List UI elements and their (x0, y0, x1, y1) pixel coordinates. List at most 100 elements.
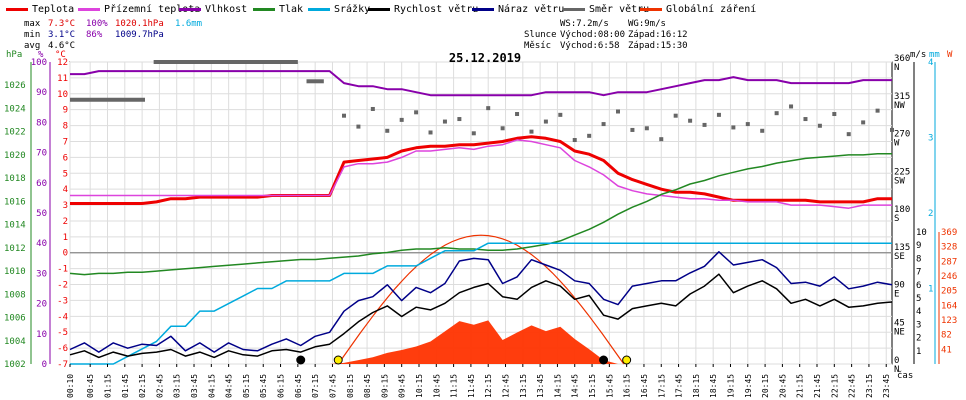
wind-direction-tick-label: 180 (894, 205, 910, 215)
x-axis-title: čas (897, 370, 913, 381)
wind-speed-tick-label: 2 (916, 334, 921, 344)
stat-max-hum: 100% (86, 19, 108, 29)
wind-direction-point (414, 110, 419, 115)
humidity-tick-label: 20 (36, 300, 47, 310)
legend-item: Srážky (308, 2, 370, 16)
series-line-rychlost-v-tru (69, 273, 893, 359)
legend-label: Směr větru (589, 3, 650, 15)
x-tick-label: 12:45 (502, 374, 511, 398)
humidity-tick-label: 50 (36, 209, 47, 219)
temperature-tick-label: 7 (63, 137, 68, 147)
temperature-tick-label: -3 (57, 296, 68, 306)
wind-direction-point (644, 126, 649, 131)
wind-direction-point (702, 122, 707, 127)
rain-tick-label: 1 (928, 285, 933, 295)
x-tick-label: 13:15 (519, 374, 528, 398)
x-tick-label: 14:45 (571, 374, 580, 398)
rain-tick-label: 2 (928, 209, 933, 219)
legend-label: Globální záření (666, 3, 757, 15)
stat-max-rain: 1.6mm (175, 19, 203, 29)
x-tick-label: 21:45 (813, 374, 822, 398)
radiation-tick-label: 369 (941, 228, 957, 238)
plot-frame (69, 61, 893, 365)
series-line-p-zemn-teplota (70, 139, 892, 209)
humidity-tick-label: 80 (36, 118, 47, 128)
x-tick-label: 20:45 (778, 374, 787, 398)
humidity-tick-label: 100 (31, 58, 47, 68)
x-tick-label: 10:15 (415, 374, 424, 398)
x-tick-label: 04:45 (225, 374, 234, 398)
wind-direction-tick-label: 360 (894, 54, 910, 64)
pressure-tick-label: 1008 (4, 290, 26, 300)
wind-speed-tick-label: 1 (916, 347, 921, 357)
x-tick-label: 23:45 (882, 374, 891, 398)
x-tick-label: 22:45 (848, 374, 857, 398)
x-tick-label: 11:15 (450, 374, 459, 398)
radiation-tick-label: 328 (941, 243, 957, 253)
pressure-tick-label: 1014 (4, 221, 26, 231)
temperature-tick-label: 8 (63, 122, 68, 132)
compass-label: SW (894, 176, 905, 186)
wind-direction-point (601, 122, 606, 127)
sun-label: Slunce (524, 30, 557, 40)
legend-item: Tlak (253, 2, 303, 16)
wind-direction-tick-label: 270 (894, 130, 910, 140)
pressure-tick-label: 1024 (4, 104, 26, 114)
x-tick-label: 03:45 (190, 374, 199, 398)
x-tick-label: 09:45 (398, 374, 407, 398)
x-tick-label: 05:45 (259, 374, 268, 398)
humidity-tick-label: 40 (36, 239, 47, 249)
temperature-tick-label: 6 (63, 153, 68, 163)
stat-max-temp: 7.3°C (48, 19, 76, 29)
legend-item: Přízemní teplota (78, 2, 200, 16)
legend-swatch (6, 7, 28, 11)
x-tick-label: 10:45 (432, 374, 441, 398)
wind-direction-point (630, 127, 635, 132)
legend-label: Rychlost větru (394, 3, 479, 15)
wind-direction-point (587, 133, 592, 138)
radiation-unit-label: W (947, 50, 953, 60)
humidity-tick-label: 60 (36, 179, 47, 189)
wind-direction-point (659, 137, 664, 142)
wind-direction-point (428, 130, 433, 135)
moonset-time: Západ:15:30 (628, 41, 688, 51)
pressure-tick-label: 1018 (4, 174, 26, 184)
stat-min-hum: 86% (86, 30, 103, 40)
wind-direction-point (803, 117, 808, 122)
wind-speed-tick-label: 3 (916, 320, 921, 330)
temperature-tick-label: -1 (57, 265, 68, 275)
wind-direction-point (442, 119, 447, 124)
wind-speed-tick-label: 10 (916, 228, 927, 238)
legend-swatch (640, 7, 662, 11)
pressure-tick-label: 1022 (4, 128, 26, 138)
x-tick-label: 02:15 (138, 374, 147, 398)
x-tick-label: 00:10 (66, 374, 75, 398)
pressure-tick-label: 1002 (4, 360, 26, 370)
humidity-tick-label: 90 (36, 88, 47, 98)
wind-direction-tick-label: 45 (894, 318, 905, 328)
x-tick-label: 23:15 (865, 374, 874, 398)
legend-item: Globální záření (640, 2, 756, 16)
wind-direction-point (789, 104, 794, 109)
legend-swatch (179, 7, 201, 11)
compass-label: NE (894, 327, 905, 337)
wind-direction-tick-label: 0 (894, 356, 899, 366)
radiation-tick-label: 164 (941, 301, 957, 311)
pressure-unit-label: hPa (6, 50, 22, 60)
temperature-tick-label: -6 (57, 344, 68, 354)
temperature-tick-label: -7 (57, 360, 68, 370)
wind-direction-point (370, 106, 375, 111)
x-tick-label: 17:15 (657, 374, 666, 398)
stat-min-temp: 3.1°C (48, 30, 76, 40)
rain-tick-label: 3 (928, 134, 933, 144)
temperature-tick-label: 3 (63, 201, 68, 211)
x-tick-label: 01:45 (121, 374, 130, 398)
wind-direction-point (457, 117, 462, 122)
wind-direction-point (745, 122, 750, 127)
wind-direction-tick-label: 225 (894, 167, 910, 177)
wind-direction-point (486, 106, 491, 111)
compass-label: NW (894, 101, 905, 111)
compass-label: E (894, 290, 899, 300)
x-tick-label: 03:15 (173, 374, 182, 398)
humidity-tick-label: 70 (36, 149, 47, 159)
